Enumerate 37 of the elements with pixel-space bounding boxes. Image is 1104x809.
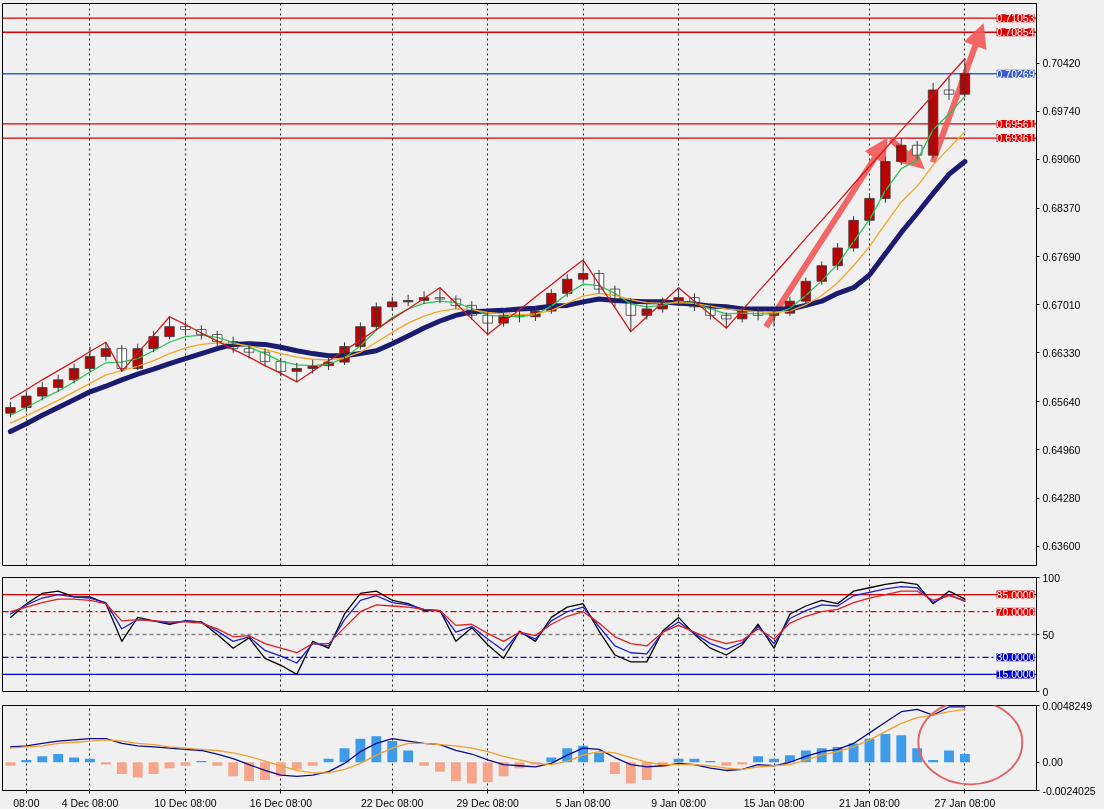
y-tick-label: 0.66330 — [1042, 346, 1081, 359]
y-tick-label: 0.68370 — [1042, 202, 1081, 215]
ref-line-label: 70.0000 — [996, 605, 1035, 618]
y-tick-label: 50 — [1042, 628, 1055, 641]
y-tick-label: 0.63600 — [1042, 540, 1081, 553]
y-tick-label: 0.0048249 — [1042, 699, 1093, 712]
x-tick-label: 22 Dec 08:00 — [361, 796, 424, 809]
y-tick-label: 0.00 — [1042, 756, 1064, 769]
x-tick-label: 16 Dec 08:00 — [249, 796, 313, 809]
y-tick-label: 0.64960 — [1042, 443, 1081, 456]
ref-line-label: 0.70854 — [996, 26, 1035, 39]
ref-line-label: 15.0000 — [996, 668, 1035, 681]
y-tick-label: 0.69740 — [1042, 105, 1081, 118]
x-tick-label: 29 Dec 08:00 — [456, 796, 520, 809]
ref-line-label: 0.71053 — [996, 12, 1035, 25]
ref-line-label: 85.0000 — [996, 588, 1035, 601]
x-tick-label: 10 Dec 08:00 — [154, 796, 217, 809]
y-tick-label: 0.67010 — [1042, 298, 1081, 311]
y-tick-label: -0.0024025 — [1042, 784, 1096, 797]
y-tick-label: 0.65640 — [1042, 395, 1081, 408]
x-tick-label: 15 Jan 08:00 — [743, 796, 805, 809]
y-tick-label: 0.69060 — [1042, 153, 1081, 166]
y-tick-label: 100 — [1042, 571, 1061, 584]
ref-line-label: 0.69561 — [996, 117, 1035, 130]
ref-line-label: 0.70269 — [996, 67, 1035, 80]
ref-line-label: 30.0000 — [996, 651, 1035, 664]
ref-line-label: 0.69361 — [996, 132, 1035, 145]
y-tick-label: 0.64280 — [1042, 492, 1081, 505]
x-tick-label: 4 Dec 08:00 — [61, 796, 119, 809]
x-tick-label: 9 Jan 08:00 — [651, 796, 707, 809]
x-tick-label: 5 Jan 08:00 — [555, 796, 611, 809]
y-tick-label: 0 — [1042, 685, 1049, 698]
x-tick-label: 08:00 — [13, 796, 40, 809]
x-tick-label: 21 Jan 08:00 — [839, 796, 900, 809]
x-tick-label: 27 Jan 08:00 — [934, 796, 996, 809]
y-tick-label: 0.70420 — [1042, 57, 1081, 70]
y-tick-label: 0.67690 — [1042, 250, 1081, 263]
